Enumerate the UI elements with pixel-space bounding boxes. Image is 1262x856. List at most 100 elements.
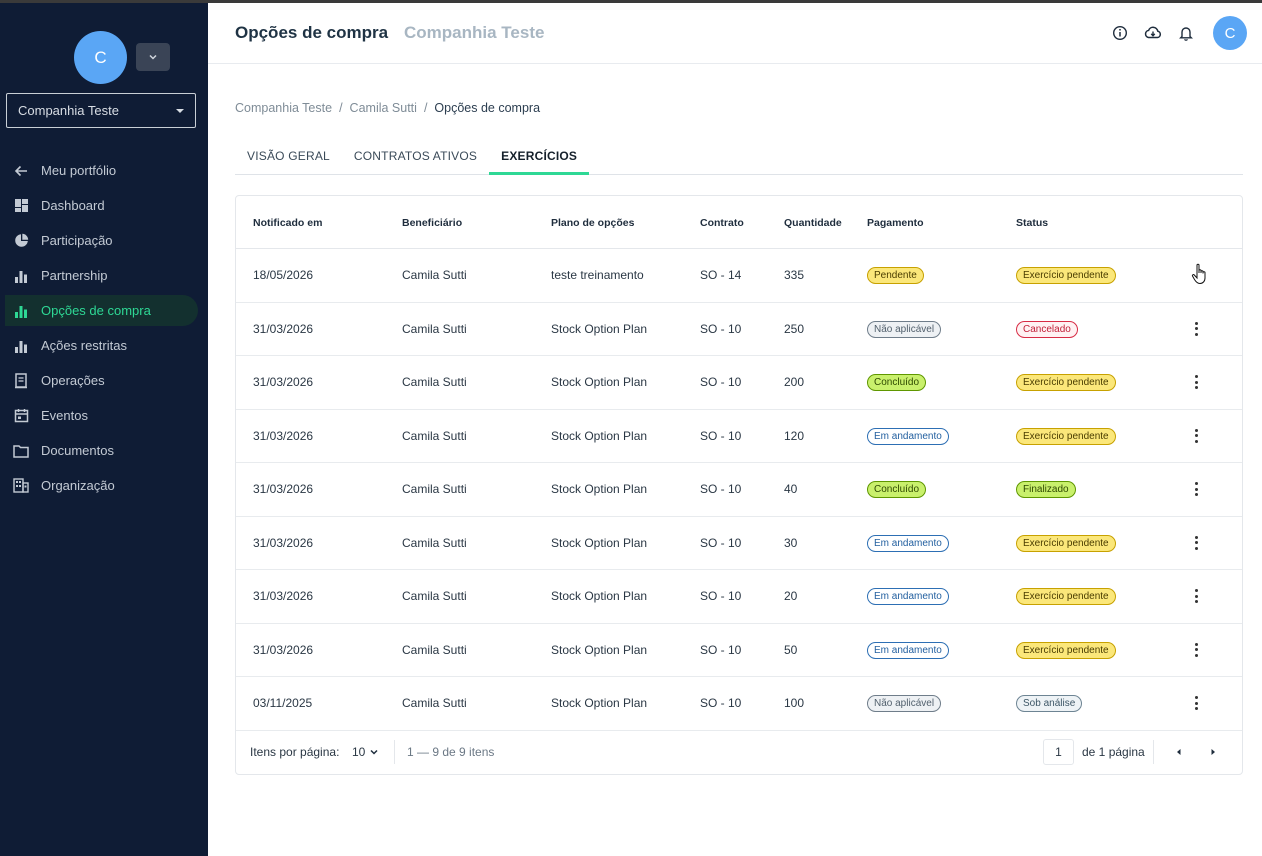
sidebar-item-label: Documentos (41, 443, 114, 458)
table-row[interactable]: 18/05/2026 Camila Sutti teste treinamento S… (236, 249, 1242, 303)
column-header-notified[interactable]: Notificado em (253, 217, 323, 229)
breadcrumb-user[interactable]: Camila Sutti (349, 101, 417, 115)
sidebar-item-participacao[interactable]: Participação (0, 223, 208, 258)
user-avatar[interactable]: C (1213, 16, 1247, 50)
sidebar-avatar[interactable]: C (74, 31, 127, 84)
cell-beneficiary: Camila Sutti (402, 268, 467, 282)
status-badge: Sob análise (1016, 695, 1083, 712)
items-per-page-label: Itens por página: (250, 745, 340, 759)
cell-contract: SO - 10 (700, 321, 742, 336)
tab-exercicios[interactable]: EXERCÍCIOS (489, 137, 590, 175)
cell-beneficiary: Camila Sutti (402, 535, 467, 550)
cell-beneficiary: Camila Sutti (402, 482, 467, 496)
table-row[interactable]: 31/03/2026 Camila Sutti Stock Option Plan S… (236, 463, 1242, 517)
sidebar-item-documentos[interactable]: Documentos (0, 433, 208, 468)
chevron-down-icon (149, 54, 157, 60)
company-select-value: Companhia Teste (18, 103, 119, 118)
cell-plan: Stock Option Plan (551, 535, 648, 550)
cell-notified-date: 31/03/2026 (253, 428, 314, 443)
exercises-table-card: Notificado em Beneficiário Plano de opçõ… (235, 195, 1243, 775)
sidebar-item-operacoes[interactable]: Operações (0, 363, 208, 398)
dot (1194, 648, 1198, 651)
cell-contract: SO - 14 (700, 268, 742, 282)
sidebar-item-label: Eventos (41, 408, 88, 423)
row-actions-button[interactable] (1190, 482, 1202, 496)
dot (1194, 487, 1198, 491)
dot (1194, 701, 1198, 705)
sidebar-item-acoes-restritas[interactable]: Ações restritas (0, 328, 208, 363)
dot (1194, 493, 1198, 496)
row-actions-button[interactable] (1190, 321, 1202, 336)
top-header: Opções de compra Companhia Teste C (208, 3, 1262, 64)
info-icon[interactable] (1111, 24, 1129, 42)
row-actions-button[interactable] (1190, 375, 1202, 389)
status-badge: Exercício pendente (1016, 641, 1116, 659)
column-header-contract[interactable]: Contrato (700, 217, 744, 229)
breadcrumb-current: Opções de compra (434, 101, 541, 115)
caret-right-icon (1211, 749, 1215, 755)
items-per-page-value: 10 (352, 745, 366, 759)
cell-contract: SO - 10 (700, 535, 742, 550)
cloud-download-icon[interactable] (1144, 24, 1162, 42)
account-dropdown-button[interactable] (136, 43, 170, 71)
row-actions-button[interactable] (1190, 535, 1202, 550)
next-page-button[interactable] (1205, 744, 1221, 760)
row-actions-button[interactable] (1190, 428, 1202, 443)
dot (1194, 707, 1198, 710)
tabs: VISÃO GERAL CONTRATOS ATIVOS EXERCÍCIOS (235, 137, 1243, 175)
sidebar-item-label: Participação (41, 233, 113, 248)
bar-chart-icon (13, 303, 29, 319)
cell-plan: Stock Option Plan (551, 428, 648, 443)
sidebar-item-opcoes-de-compra[interactable]: Opções de compra (0, 293, 208, 328)
status-badge: Cancelado (1016, 320, 1078, 338)
breadcrumb-separator: / (339, 101, 343, 115)
column-header-plan[interactable]: Plano de opções (551, 217, 635, 229)
cell-notified-date: 31/03/2026 (253, 321, 314, 336)
column-header-status[interactable]: Status (1016, 217, 1049, 229)
company-select[interactable]: Companhia Teste (6, 93, 196, 128)
table-row[interactable]: 31/03/2026 Camila Sutti Stock Option Plan S… (236, 517, 1242, 570)
table-row[interactable]: 31/03/2026 Camila Sutti Stock Option Plan S… (236, 570, 1242, 624)
cell-contract: SO - 10 (700, 428, 742, 443)
row-actions-button[interactable] (1190, 696, 1202, 710)
sidebar-item-label: Operações (41, 373, 105, 388)
column-header-beneficiary[interactable]: Beneficiário (402, 217, 463, 229)
cell-contract: SO - 10 (700, 696, 742, 710)
tab-contratos-ativos[interactable]: CONTRATOS ATIVOS (353, 149, 478, 163)
row-actions-button[interactable] (1190, 642, 1202, 657)
tab-visao-geral[interactable]: VISÃO GERAL (247, 149, 330, 163)
table-row[interactable]: 31/03/2026 Camila Sutti Stock Option Plan S… (236, 303, 1242, 356)
sidebar-item-organizacao[interactable]: Organização (0, 468, 208, 503)
dot (1194, 600, 1198, 603)
table-row[interactable]: 31/03/2026 Camila Sutti Stock Option Plan S… (236, 356, 1242, 410)
previous-page-button[interactable] (1171, 744, 1187, 760)
sidebar-item-dashboard[interactable]: Dashboard (0, 188, 208, 223)
cell-contract: SO - 10 (700, 482, 742, 496)
payment-badge: Em andamento (867, 641, 949, 659)
sidebar-item-meu-portfolio[interactable]: Meu portfólio (0, 153, 208, 188)
cell-contract: SO - 10 (700, 642, 742, 657)
sidebar-item-label: Meu portfólio (41, 163, 117, 178)
payment-badge: Em andamento (867, 427, 949, 445)
sidebar-item-partnership[interactable]: Partnership (0, 258, 208, 293)
row-actions-button[interactable] (1190, 589, 1202, 603)
sidebar-item-eventos[interactable]: Eventos (0, 398, 208, 433)
dot (1194, 482, 1198, 485)
bell-icon[interactable] (1177, 24, 1195, 42)
caret-down-icon (176, 108, 184, 113)
column-header-quantity[interactable]: Quantidade (784, 217, 842, 229)
current-page-input[interactable]: 1 (1043, 739, 1074, 765)
dot (1194, 380, 1198, 384)
cell-quantity: 200 (784, 375, 805, 389)
cell-quantity: 50 (784, 642, 798, 657)
table-row[interactable]: 31/03/2026 Camila Sutti Stock Option Plan S… (236, 624, 1242, 677)
table-row[interactable]: 31/03/2026 Camila Sutti Stock Option Plan S… (236, 410, 1242, 463)
column-header-payment[interactable]: Pagamento (867, 217, 924, 229)
table-row[interactable]: 03/11/2025 Camila Sutti Stock Option Plan S… (236, 677, 1242, 731)
payment-badge: Concluído (867, 481, 927, 498)
items-per-page-select[interactable]: 10 (352, 745, 379, 759)
dot (1194, 375, 1198, 378)
breadcrumb-company[interactable]: Companhia Teste (235, 101, 333, 115)
chevron-down-icon (370, 749, 378, 755)
sidebar-item-label: Dashboard (41, 198, 105, 213)
